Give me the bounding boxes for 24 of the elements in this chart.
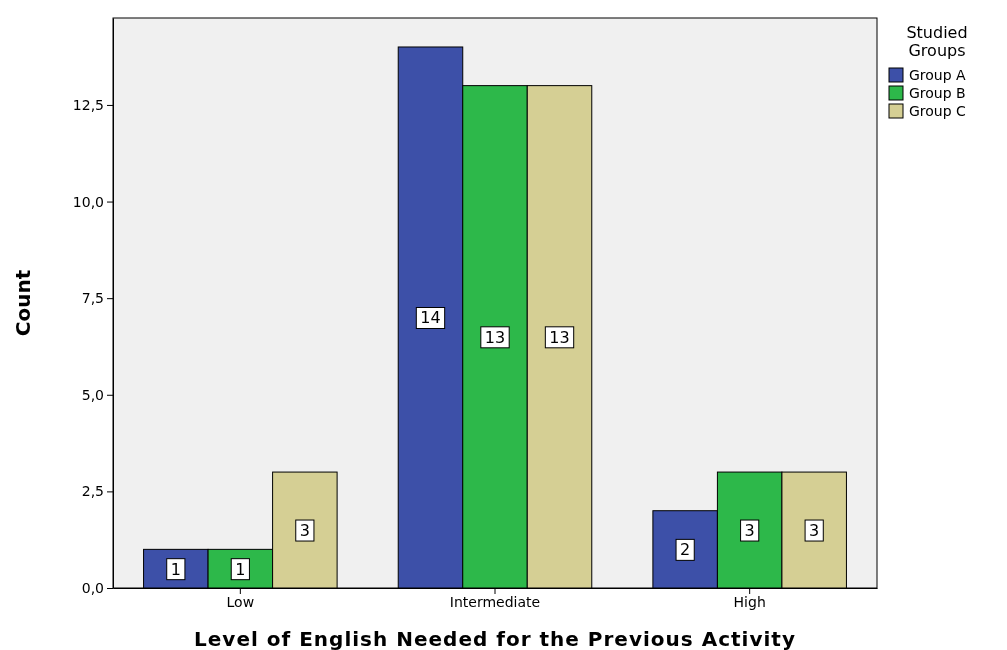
y-tick-label: 5,0 [81, 386, 104, 403]
y-tick-label: 12,5 [72, 96, 104, 113]
legend-label: Group C [909, 103, 967, 119]
y-tick-label: 10,0 [72, 193, 104, 210]
data-label: 13 [549, 327, 570, 347]
legend-label: Group A [909, 67, 967, 83]
x-tick-label: Intermediate [449, 593, 541, 610]
data-label: 3 [299, 521, 310, 541]
y-tick-label: 2,5 [81, 483, 104, 500]
legend-title: Studied Groups [906, 23, 968, 60]
y-tick-label: 0,0 [81, 579, 104, 596]
y-tick-label: 7,5 [81, 290, 104, 307]
data-label: 1 [170, 559, 181, 579]
data-label: 3 [809, 521, 820, 541]
x-tick-label: High [733, 593, 766, 610]
data-label: 2 [680, 540, 691, 560]
x-axis-title: Level of English Needed for the Previous Activity [194, 627, 796, 650]
y-axis-title: Count [11, 269, 35, 337]
x-tick-label: Low [226, 593, 255, 610]
legend-label: Group B [909, 85, 966, 101]
data-label: 13 [484, 327, 506, 347]
data-label: 14 [420, 308, 441, 328]
data-label: 1 [235, 559, 246, 579]
data-label: 3 [744, 521, 755, 541]
